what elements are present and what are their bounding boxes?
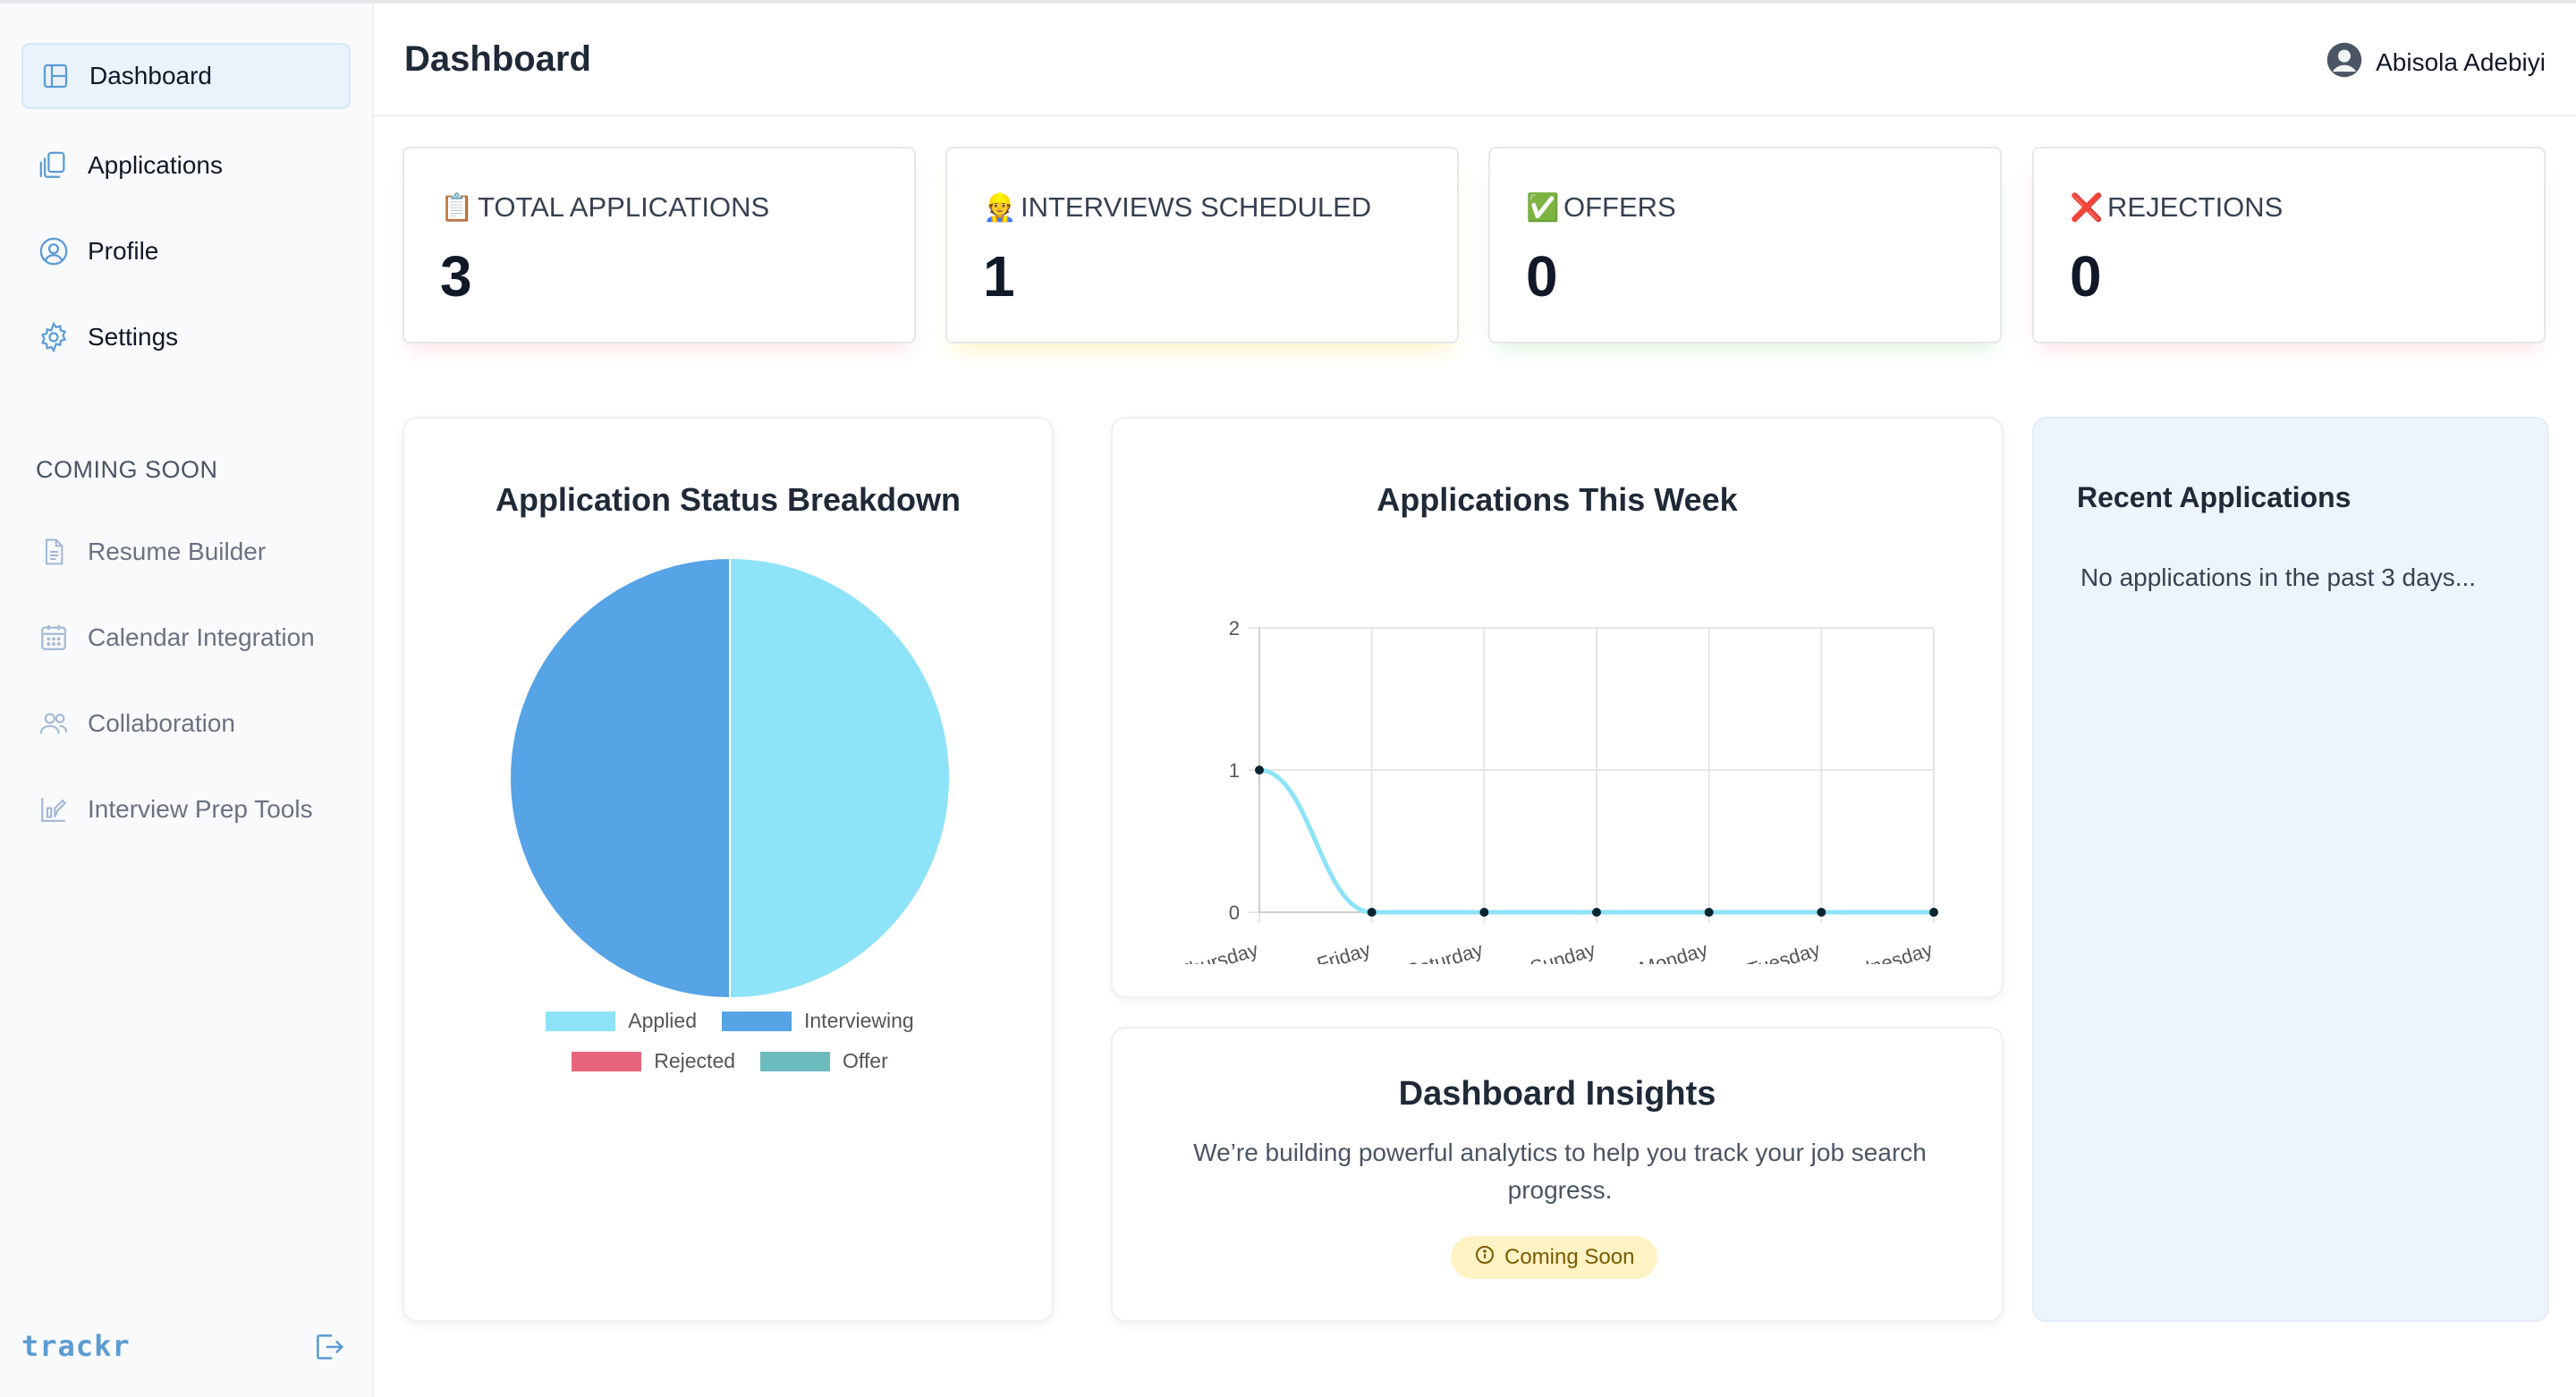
legend-item-interviewing[interactable]: Interviewing	[722, 1009, 914, 1033]
sidebar-item-label: Dashboard	[89, 62, 212, 89]
coming-soon-heading: COMING SOON	[36, 456, 218, 483]
users-icon	[38, 707, 70, 740]
sidebar-item-collaboration: Collaboration	[21, 692, 351, 755]
data-point	[1255, 766, 1264, 775]
stat-label: REJECTIONS	[2107, 191, 2284, 223]
stat-value: 1	[983, 244, 1015, 309]
user-circle-icon	[38, 235, 70, 267]
data-point	[1367, 908, 1377, 917]
sidebar-item-label: Calendar Integration	[88, 623, 315, 651]
sidebar-item-applications[interactable]: Applications	[21, 132, 351, 199]
dashboard-insights-card: Dashboard Insights We’re building powerf…	[1111, 1027, 2004, 1322]
applications-week-card: Applications This Week 0 1 2 Thursday Friday…	[1111, 417, 2004, 998]
y-tick-label: 0	[1229, 902, 1240, 924]
clipboard-icon: 📋	[440, 192, 474, 223]
page-title: Dashboard	[404, 39, 591, 79]
data-point	[1592, 908, 1601, 917]
sidebar-item-label: Settings	[88, 323, 179, 351]
recent-applications-panel: Recent Applications No applications in t…	[2032, 417, 2549, 1322]
stat-value: 0	[1526, 244, 1558, 309]
stat-value: 0	[2070, 244, 2102, 309]
layout-icon	[39, 60, 72, 92]
legend-item-offer[interactable]: Offer	[760, 1049, 888, 1073]
legend-label: Offer	[843, 1049, 888, 1072]
documents-icon	[38, 149, 70, 182]
sidebar-item-label: Interview Prep Tools	[88, 795, 313, 823]
pie-legend: Applied Interviewing Rejected Offer	[506, 1009, 953, 1073]
insights-description: We’re building powerful analytics to hel…	[1193, 1139, 1927, 1204]
legend-swatch	[722, 1011, 792, 1031]
stat-label: TOTAL APPLICATIONS	[478, 191, 770, 223]
document-icon	[38, 536, 70, 568]
sidebar-item-dashboard[interactable]: Dashboard	[21, 43, 351, 109]
stat-card-total-applications: 📋 TOTAL APPLICATIONS 3	[402, 147, 916, 343]
data-point	[1817, 908, 1826, 917]
pie-chart	[509, 556, 951, 1000]
legend-item-applied[interactable]: Applied	[546, 1009, 697, 1033]
x-tick-label: Saturday	[1403, 938, 1486, 964]
pie-slice-applied	[729, 556, 951, 1000]
sidebar-item-profile[interactable]: Profile	[21, 218, 351, 284]
cross-icon: ❌	[2070, 192, 2104, 223]
status-breakdown-card: Application Status Breakdown Applied Inte…	[402, 417, 1054, 1322]
pie-slice-interviewing	[509, 556, 731, 1000]
legend-swatch	[572, 1051, 642, 1071]
logout-button[interactable]	[309, 1331, 349, 1367]
brand-logo[interactable]: trackr	[21, 1329, 131, 1363]
x-tick-label: Monday	[1637, 938, 1710, 964]
sidebar-item-resume-builder: Resume Builder	[21, 521, 351, 583]
card-title: Applications This Week	[1377, 481, 1738, 518]
sidebar: Dashboard Applications Profile Settings …	[0, 4, 374, 1397]
card-title: Dashboard Insights	[1398, 1075, 1716, 1113]
user-menu[interactable]: Abisola Adebiyi	[2326, 41, 2546, 83]
legend-label: Rejected	[654, 1049, 736, 1072]
legend-swatch	[546, 1011, 616, 1031]
gear-icon	[38, 321, 70, 353]
stat-label: OFFERS	[1563, 191, 1676, 223]
legend-item-rejected[interactable]: Rejected	[572, 1049, 735, 1073]
line-chart: 0 1 2 Thursday Friday Saturday Sunday Monday Tue…	[1175, 617, 1938, 964]
calendar-icon	[38, 622, 70, 654]
x-tick-label: Wednesday	[1829, 938, 1935, 964]
stat-card-rejections: ❌ REJECTIONS 0	[2032, 147, 2546, 343]
badge-label: Coming Soon	[1504, 1245, 1635, 1269]
sidebar-item-settings[interactable]: Settings	[21, 304, 351, 370]
x-tick-label: Thursday	[1175, 938, 1260, 964]
empty-state-text: No applications in the past 3 days...	[2080, 563, 2477, 591]
chart-edit-icon	[38, 793, 70, 826]
data-point	[1479, 908, 1489, 917]
worker-icon: 👷	[983, 192, 1017, 223]
coming-soon-badge: Coming Soon	[1451, 1236, 1658, 1279]
data-point	[1929, 908, 1938, 917]
user-name: Abisola Adebiyi	[2376, 47, 2546, 76]
sidebar-item-label: Profile	[88, 237, 159, 265]
stat-card-offers: ✅ OFFERS 0	[1488, 147, 2002, 343]
sidebar-item-interview-prep-tools: Interview Prep Tools	[21, 778, 351, 841]
x-tick-label: Sunday	[1528, 938, 1598, 964]
sidebar-item-calendar-integration: Calendar Integration	[21, 606, 351, 669]
sidebar-item-label: Applications	[88, 151, 223, 179]
stat-value: 3	[440, 244, 472, 309]
y-tick-label: 2	[1229, 617, 1240, 639]
legend-swatch	[760, 1051, 831, 1071]
stat-card-interviews-scheduled: 👷 INTERVIEWS SCHEDULED 1	[945, 147, 1459, 343]
sidebar-item-label: Collaboration	[88, 709, 235, 737]
stat-label: INTERVIEWS SCHEDULED	[1021, 191, 1372, 223]
check-icon: ✅	[1526, 192, 1560, 223]
card-title: Application Status Breakdown	[495, 481, 962, 518]
y-tick-label: 1	[1229, 759, 1240, 782]
legend-label: Applied	[628, 1009, 697, 1032]
info-icon	[1474, 1244, 1496, 1272]
panel-title: Recent Applications	[2077, 481, 2351, 513]
data-point	[1704, 908, 1714, 917]
x-tick-label: Tuesday	[1745, 938, 1823, 964]
legend-label: Interviewing	[804, 1009, 914, 1032]
logout-icon	[311, 1330, 347, 1368]
avatar-icon	[2326, 41, 2363, 83]
x-tick-label: Friday	[1314, 938, 1373, 964]
sidebar-item-label: Resume Builder	[88, 538, 267, 565]
top-header: Dashboard Abisola Adebiyi	[374, 4, 2576, 116]
